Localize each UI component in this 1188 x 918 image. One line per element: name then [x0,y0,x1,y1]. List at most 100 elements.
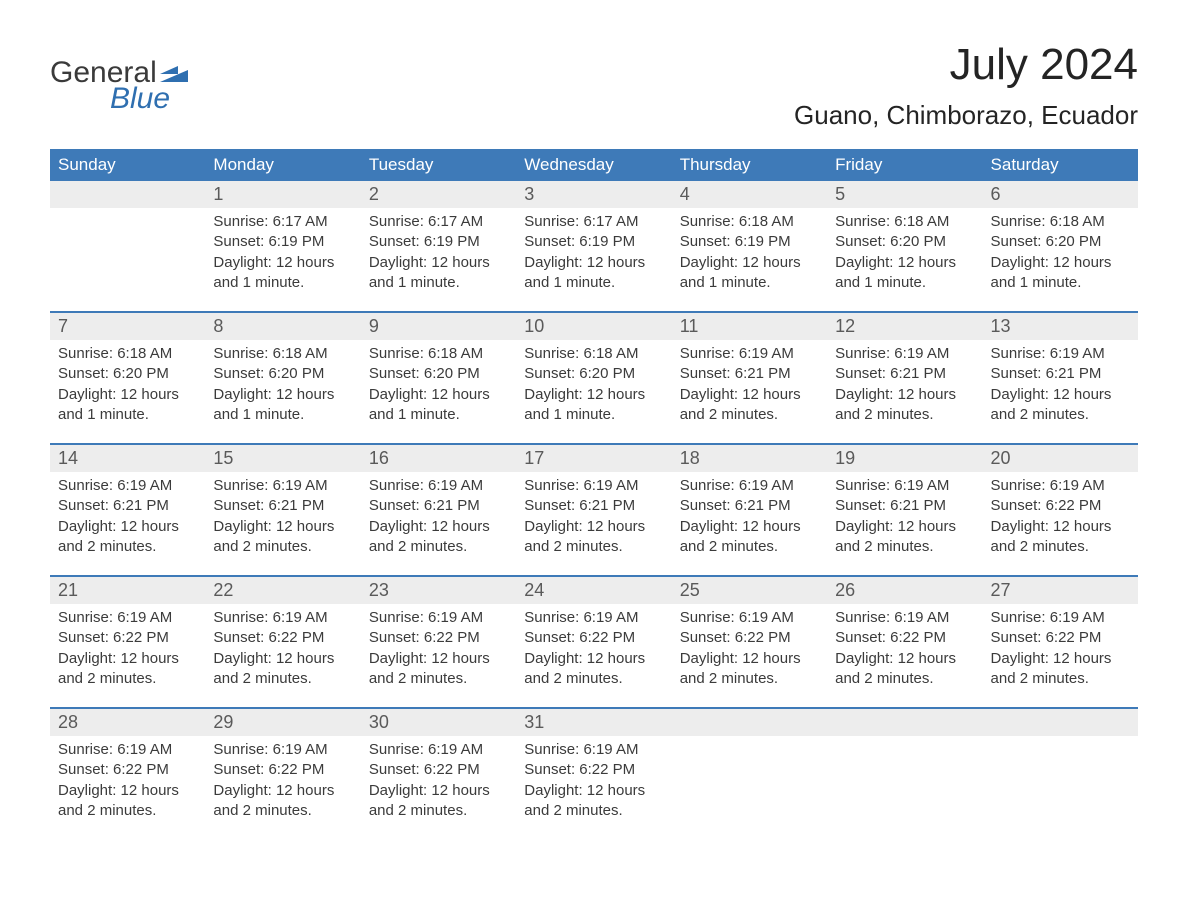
daylight-text: Daylight: 12 hours and 2 minutes. [680,649,819,690]
dow-wednesday: Wednesday [516,149,671,181]
day-number: 17 [516,445,671,472]
sunrise-text: Sunrise: 6:19 AM [680,476,819,496]
sunset-text: Sunset: 6:21 PM [680,496,819,516]
day-number: 11 [672,313,827,340]
sunset-text: Sunset: 6:22 PM [58,760,197,780]
sunrise-text: Sunrise: 6:18 AM [58,344,197,364]
sunset-text: Sunset: 6:22 PM [991,496,1130,516]
calendar-day: 29Sunrise: 6:19 AMSunset: 6:22 PMDayligh… [205,709,360,839]
sunset-text: Sunset: 6:22 PM [213,760,352,780]
daylight-text: Daylight: 12 hours and 1 minute. [369,385,508,426]
day-info: Sunrise: 6:18 AMSunset: 6:20 PMDaylight:… [50,340,205,425]
sunrise-text: Sunrise: 6:19 AM [213,608,352,628]
daylight-text: Daylight: 12 hours and 1 minute. [58,385,197,426]
sunset-text: Sunset: 6:19 PM [680,232,819,252]
sunset-text: Sunset: 6:21 PM [524,496,663,516]
calendar-day: 7Sunrise: 6:18 AMSunset: 6:20 PMDaylight… [50,313,205,443]
day-info: Sunrise: 6:19 AMSunset: 6:22 PMDaylight:… [516,736,671,821]
sunset-text: Sunset: 6:21 PM [835,364,974,384]
day-info: Sunrise: 6:18 AMSunset: 6:19 PMDaylight:… [672,208,827,293]
day-number: 5 [827,181,982,208]
sunrise-text: Sunrise: 6:18 AM [991,212,1130,232]
day-number: 1 [205,181,360,208]
sunset-text: Sunset: 6:22 PM [524,628,663,648]
calendar-week: 21Sunrise: 6:19 AMSunset: 6:22 PMDayligh… [50,575,1138,707]
day-info: Sunrise: 6:18 AMSunset: 6:20 PMDaylight:… [516,340,671,425]
daylight-text: Daylight: 12 hours and 2 minutes. [524,781,663,822]
sunset-text: Sunset: 6:22 PM [524,760,663,780]
sunset-text: Sunset: 6:20 PM [991,232,1130,252]
day-number: 8 [205,313,360,340]
daylight-text: Daylight: 12 hours and 2 minutes. [369,649,508,690]
daylight-text: Daylight: 12 hours and 1 minute. [524,385,663,426]
daylight-text: Daylight: 12 hours and 1 minute. [835,253,974,294]
sunrise-text: Sunrise: 6:19 AM [991,476,1130,496]
location-text: Guano, Chimborazo, Ecuador [794,100,1138,131]
sunrise-text: Sunrise: 6:17 AM [369,212,508,232]
calendar-day [50,181,205,311]
sunrise-text: Sunrise: 6:17 AM [213,212,352,232]
calendar-day [983,709,1138,839]
day-info: Sunrise: 6:19 AMSunset: 6:21 PMDaylight:… [827,472,982,557]
calendar-day: 9Sunrise: 6:18 AMSunset: 6:20 PMDaylight… [361,313,516,443]
calendar-day: 26Sunrise: 6:19 AMSunset: 6:22 PMDayligh… [827,577,982,707]
daylight-text: Daylight: 12 hours and 2 minutes. [213,781,352,822]
title-block: July 2024 Guano, Chimborazo, Ecuador [794,40,1138,131]
sunrise-text: Sunrise: 6:19 AM [213,740,352,760]
daylight-text: Daylight: 12 hours and 1 minute. [213,253,352,294]
day-number: 25 [672,577,827,604]
sunrise-text: Sunrise: 6:19 AM [524,740,663,760]
day-info: Sunrise: 6:17 AMSunset: 6:19 PMDaylight:… [361,208,516,293]
sunset-text: Sunset: 6:21 PM [213,496,352,516]
logo: General Blue [50,40,188,116]
day-info: Sunrise: 6:19 AMSunset: 6:22 PMDaylight:… [361,736,516,821]
sunrise-text: Sunrise: 6:19 AM [369,740,508,760]
day-info: Sunrise: 6:19 AMSunset: 6:22 PMDaylight:… [50,736,205,821]
calendar-day: 2Sunrise: 6:17 AMSunset: 6:19 PMDaylight… [361,181,516,311]
day-info: Sunrise: 6:19 AMSunset: 6:22 PMDaylight:… [672,604,827,689]
calendar-day: 31Sunrise: 6:19 AMSunset: 6:22 PMDayligh… [516,709,671,839]
daylight-text: Daylight: 12 hours and 1 minute. [991,253,1130,294]
sunset-text: Sunset: 6:20 PM [369,364,508,384]
day-info: Sunrise: 6:19 AMSunset: 6:21 PMDaylight:… [827,340,982,425]
sunrise-text: Sunrise: 6:19 AM [58,740,197,760]
dow-saturday: Saturday [983,149,1138,181]
sunrise-text: Sunrise: 6:19 AM [991,608,1130,628]
day-number: 26 [827,577,982,604]
daylight-text: Daylight: 12 hours and 2 minutes. [369,781,508,822]
sunset-text: Sunset: 6:20 PM [213,364,352,384]
calendar-day: 30Sunrise: 6:19 AMSunset: 6:22 PMDayligh… [361,709,516,839]
calendar-day: 17Sunrise: 6:19 AMSunset: 6:21 PMDayligh… [516,445,671,575]
calendar-week: 28Sunrise: 6:19 AMSunset: 6:22 PMDayligh… [50,707,1138,839]
day-info: Sunrise: 6:19 AMSunset: 6:22 PMDaylight:… [205,604,360,689]
day-number: 28 [50,709,205,736]
day-info: Sunrise: 6:19 AMSunset: 6:21 PMDaylight:… [361,472,516,557]
day-info: Sunrise: 6:18 AMSunset: 6:20 PMDaylight:… [827,208,982,293]
calendar-day: 10Sunrise: 6:18 AMSunset: 6:20 PMDayligh… [516,313,671,443]
calendar-week: 1Sunrise: 6:17 AMSunset: 6:19 PMDaylight… [50,181,1138,311]
sunset-text: Sunset: 6:19 PM [213,232,352,252]
sunset-text: Sunset: 6:22 PM [58,628,197,648]
daylight-text: Daylight: 12 hours and 2 minutes. [369,517,508,558]
sunrise-text: Sunrise: 6:19 AM [58,608,197,628]
dow-tuesday: Tuesday [361,149,516,181]
calendar-day: 22Sunrise: 6:19 AMSunset: 6:22 PMDayligh… [205,577,360,707]
calendar: Sunday Monday Tuesday Wednesday Thursday… [50,149,1138,839]
calendar-day: 1 Sunrise: 6:17 AMSunset: 6:19 PMDaylight… [205,181,360,311]
sunrise-text: Sunrise: 6:19 AM [58,476,197,496]
day-info: Sunrise: 6:19 AMSunset: 6:22 PMDaylight:… [361,604,516,689]
day-number: 24 [516,577,671,604]
sunset-text: Sunset: 6:21 PM [680,364,819,384]
calendar-day: 8Sunrise: 6:18 AMSunset: 6:20 PMDaylight… [205,313,360,443]
sunrise-text: Sunrise: 6:19 AM [369,608,508,628]
dow-sunday: Sunday [50,149,205,181]
daylight-text: Daylight: 12 hours and 1 minute. [213,385,352,426]
day-number: 23 [361,577,516,604]
daylight-text: Daylight: 12 hours and 2 minutes. [991,517,1130,558]
day-number: 20 [983,445,1138,472]
calendar-day: 11Sunrise: 6:19 AMSunset: 6:21 PMDayligh… [672,313,827,443]
sunset-text: Sunset: 6:22 PM [835,628,974,648]
daylight-text: Daylight: 12 hours and 2 minutes. [524,649,663,690]
day-number: 14 [50,445,205,472]
daylight-text: Daylight: 12 hours and 1 minute. [369,253,508,294]
